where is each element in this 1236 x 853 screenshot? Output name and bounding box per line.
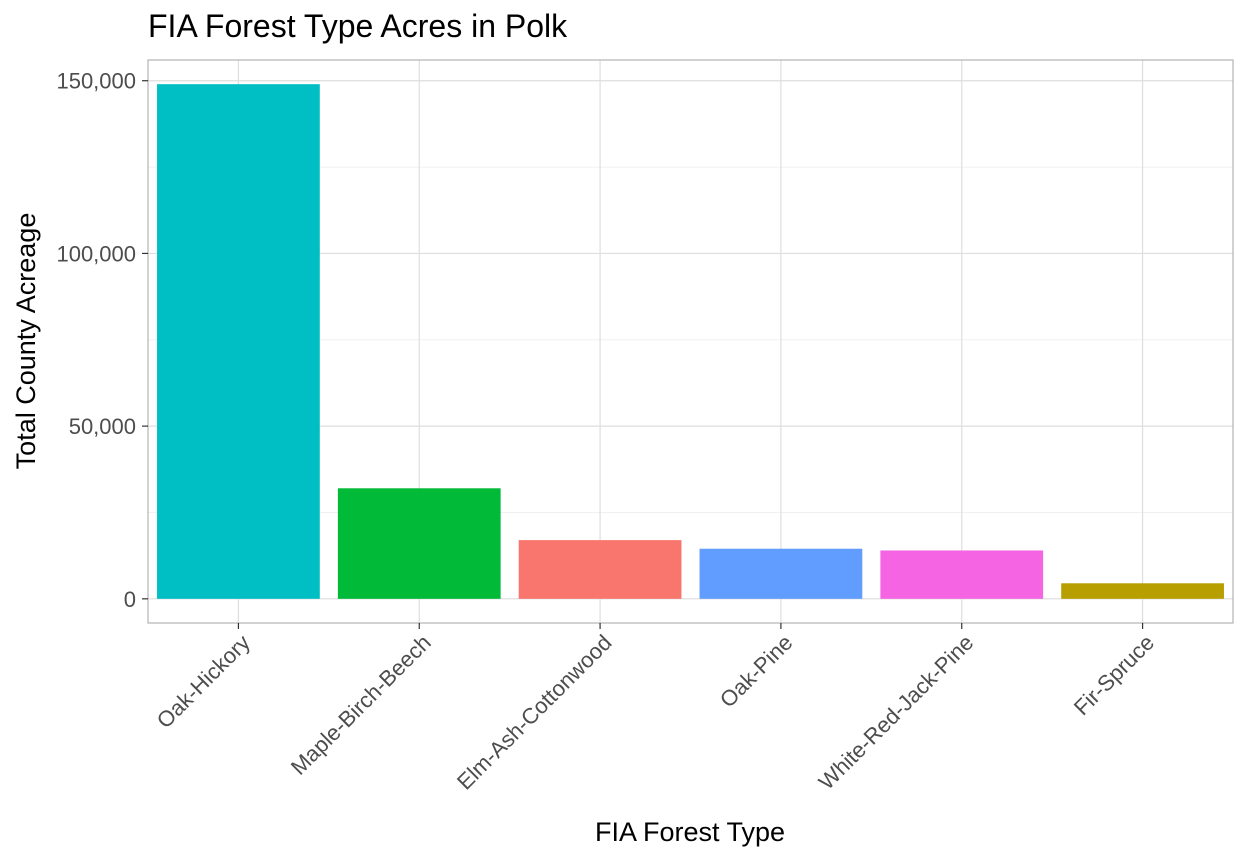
y-tick-label: 100,000 — [56, 241, 136, 266]
bar-oak-pine — [699, 548, 863, 599]
bar-white-red-jack-pine — [880, 550, 1044, 599]
x-tick-label: White-Red-Jack-Pine — [814, 630, 979, 795]
x-tick-label: Maple-Birch-Beech — [286, 630, 436, 780]
bar-elm-ash-cottonwood — [518, 540, 682, 599]
y-tick-label: 50,000 — [69, 414, 136, 439]
x-tick-label: Oak-Hickory — [152, 630, 255, 733]
x-axis-title: FIA Forest Type — [595, 817, 785, 847]
y-axis: 0 50,000 100,000 150,000 — [56, 69, 148, 612]
bar-layer — [157, 84, 1224, 599]
x-tick-label: Fir-Spruce — [1069, 630, 1159, 720]
bar-maple-birch-beech — [337, 488, 501, 599]
y-tick-label: 150,000 — [56, 69, 136, 94]
grid-layer — [148, 60, 1233, 623]
bar-fir-spruce — [1061, 583, 1224, 599]
panel-border — [147, 59, 1234, 624]
x-tick-label: Oak-Pine — [715, 630, 798, 713]
bar-oak-hickory — [157, 84, 320, 599]
x-tick-label: Elm-Ash-Cottonwood — [452, 630, 617, 795]
y-tick-label: 0 — [124, 587, 136, 612]
x-axis: Oak-Hickory Maple-Birch-Beech Elm-Ash-Cott… — [152, 623, 1159, 795]
chart-title: FIA Forest Type Acres in Polk — [148, 8, 568, 44]
y-axis-title: Total County Acreage — [11, 213, 41, 470]
